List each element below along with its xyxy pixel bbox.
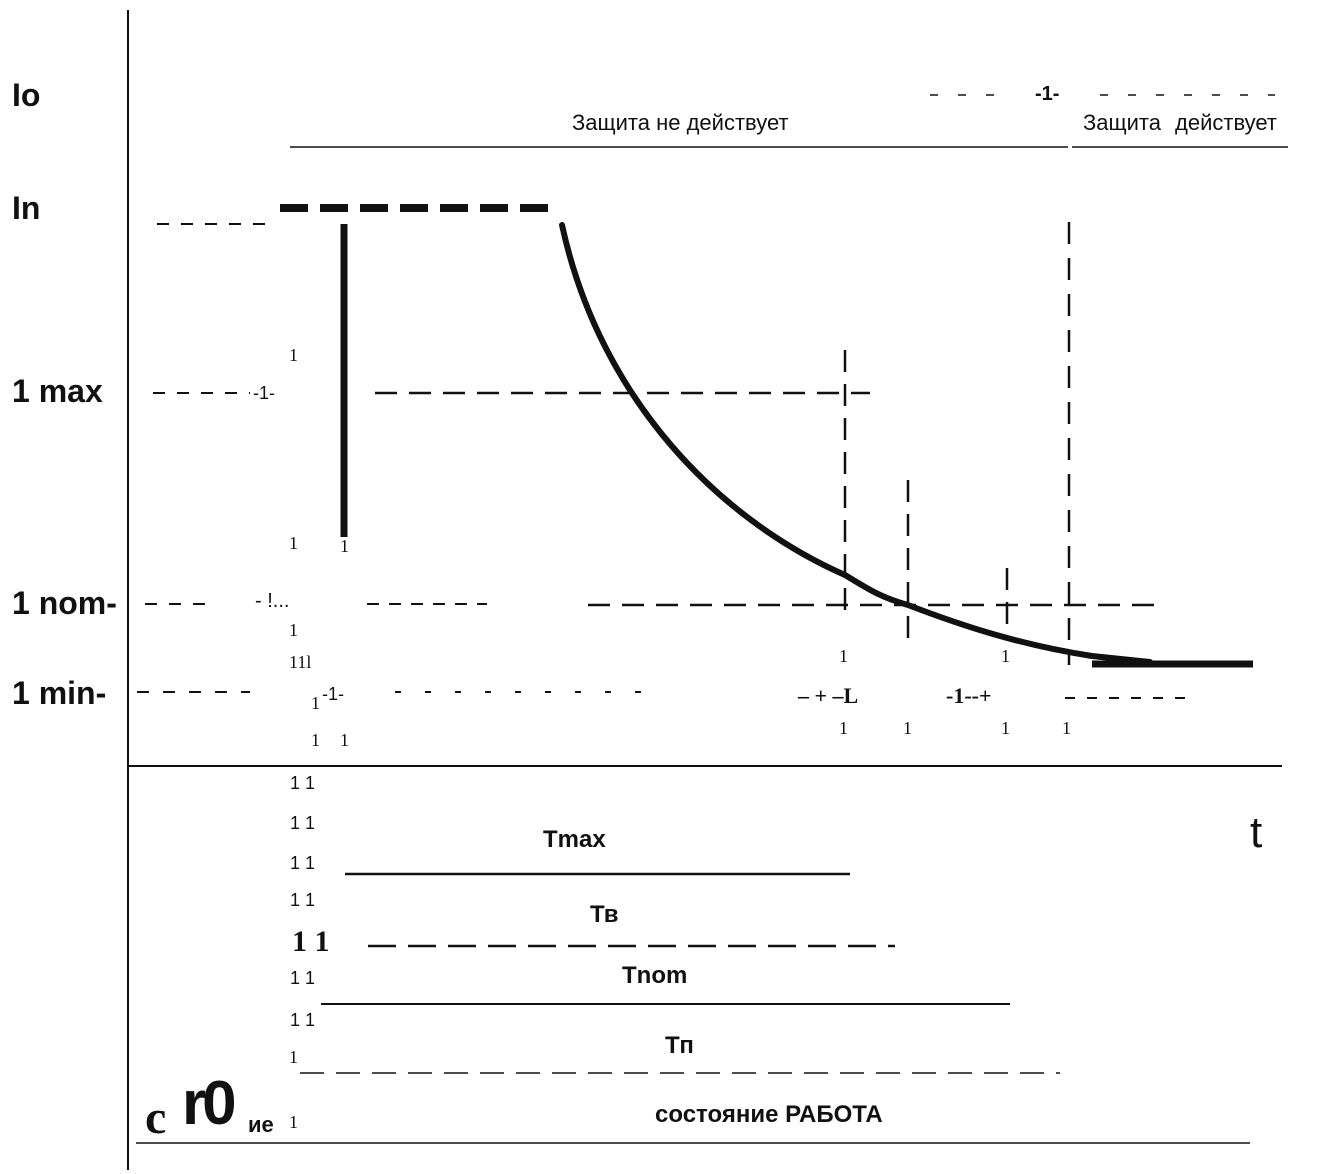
y-label-nom: 1 nom- <box>12 585 117 621</box>
y-label-io: Io <box>12 77 41 113</box>
column-mark-4: 1 1 <box>290 890 316 910</box>
tnom-label: Tnom <box>622 962 688 989</box>
min-mark-b: -1- <box>322 684 344 704</box>
zone-active-label-2: действует <box>1175 110 1277 135</box>
state-prefix-r0: r0 <box>182 1069 237 1138</box>
state-prefix-c: c <box>145 1091 167 1144</box>
artifact-one-a: 1 <box>289 345 298 365</box>
y-label-max: 1 max <box>12 373 103 409</box>
io-mark: -1- <box>1035 83 1060 105</box>
time-current-curve <box>559 222 1153 665</box>
artifact-one-c: 1 <box>340 536 349 556</box>
artifact-one-j: 1 <box>903 718 912 738</box>
min-mark-a: 1 <box>311 693 320 713</box>
tv-label: Тв <box>590 901 619 928</box>
artifact-one-d: 1 <box>289 620 298 640</box>
nom-mark: - !... <box>255 590 290 612</box>
artifact-one-h: 1 <box>1001 646 1010 666</box>
state-prefix-ie: ие <box>248 1112 274 1137</box>
zone-inactive-label: Защита не действует <box>572 110 789 135</box>
state-work-label: состояние РАБОТА <box>655 1101 883 1128</box>
column-mark-big: 1 1 <box>292 925 330 958</box>
artifact-one-g: 1 <box>839 646 848 666</box>
artifact-one-k: 1 <box>1001 718 1010 738</box>
column-mark-5: 1 1 <box>290 968 316 988</box>
max-mark: -1- <box>253 383 275 403</box>
tp-label: Тп <box>665 1032 694 1059</box>
y-label-in: In <box>12 190 41 226</box>
y-label-min: 1 min- <box>12 675 107 711</box>
artifact-one-b: 1 <box>289 533 298 553</box>
min-right-mark-b: -1--+ <box>946 683 992 708</box>
tmax-label: Tmax <box>543 826 606 853</box>
artifact-one-i: 1 <box>839 718 848 738</box>
artifact-one-one-one: 11l <box>289 652 312 672</box>
min-right-mark-a: – + –L <box>798 683 859 708</box>
artifact-one-l: 1 <box>1062 718 1071 738</box>
zone-active-label-1: Защита <box>1083 110 1161 135</box>
artifact-one-e: 1 <box>311 730 320 750</box>
column-mark-3: 1 1 <box>290 853 316 873</box>
artifact-one-f: 1 <box>340 730 349 750</box>
column-mark-6: 1 1 <box>290 1010 316 1030</box>
column-mark-1: 1 1 <box>290 773 316 793</box>
column-mark-8: 1 <box>289 1112 298 1132</box>
column-mark-2: 1 1 <box>290 813 316 833</box>
t-axis-label: t <box>1250 808 1263 857</box>
column-mark-7: 1 <box>289 1047 298 1067</box>
